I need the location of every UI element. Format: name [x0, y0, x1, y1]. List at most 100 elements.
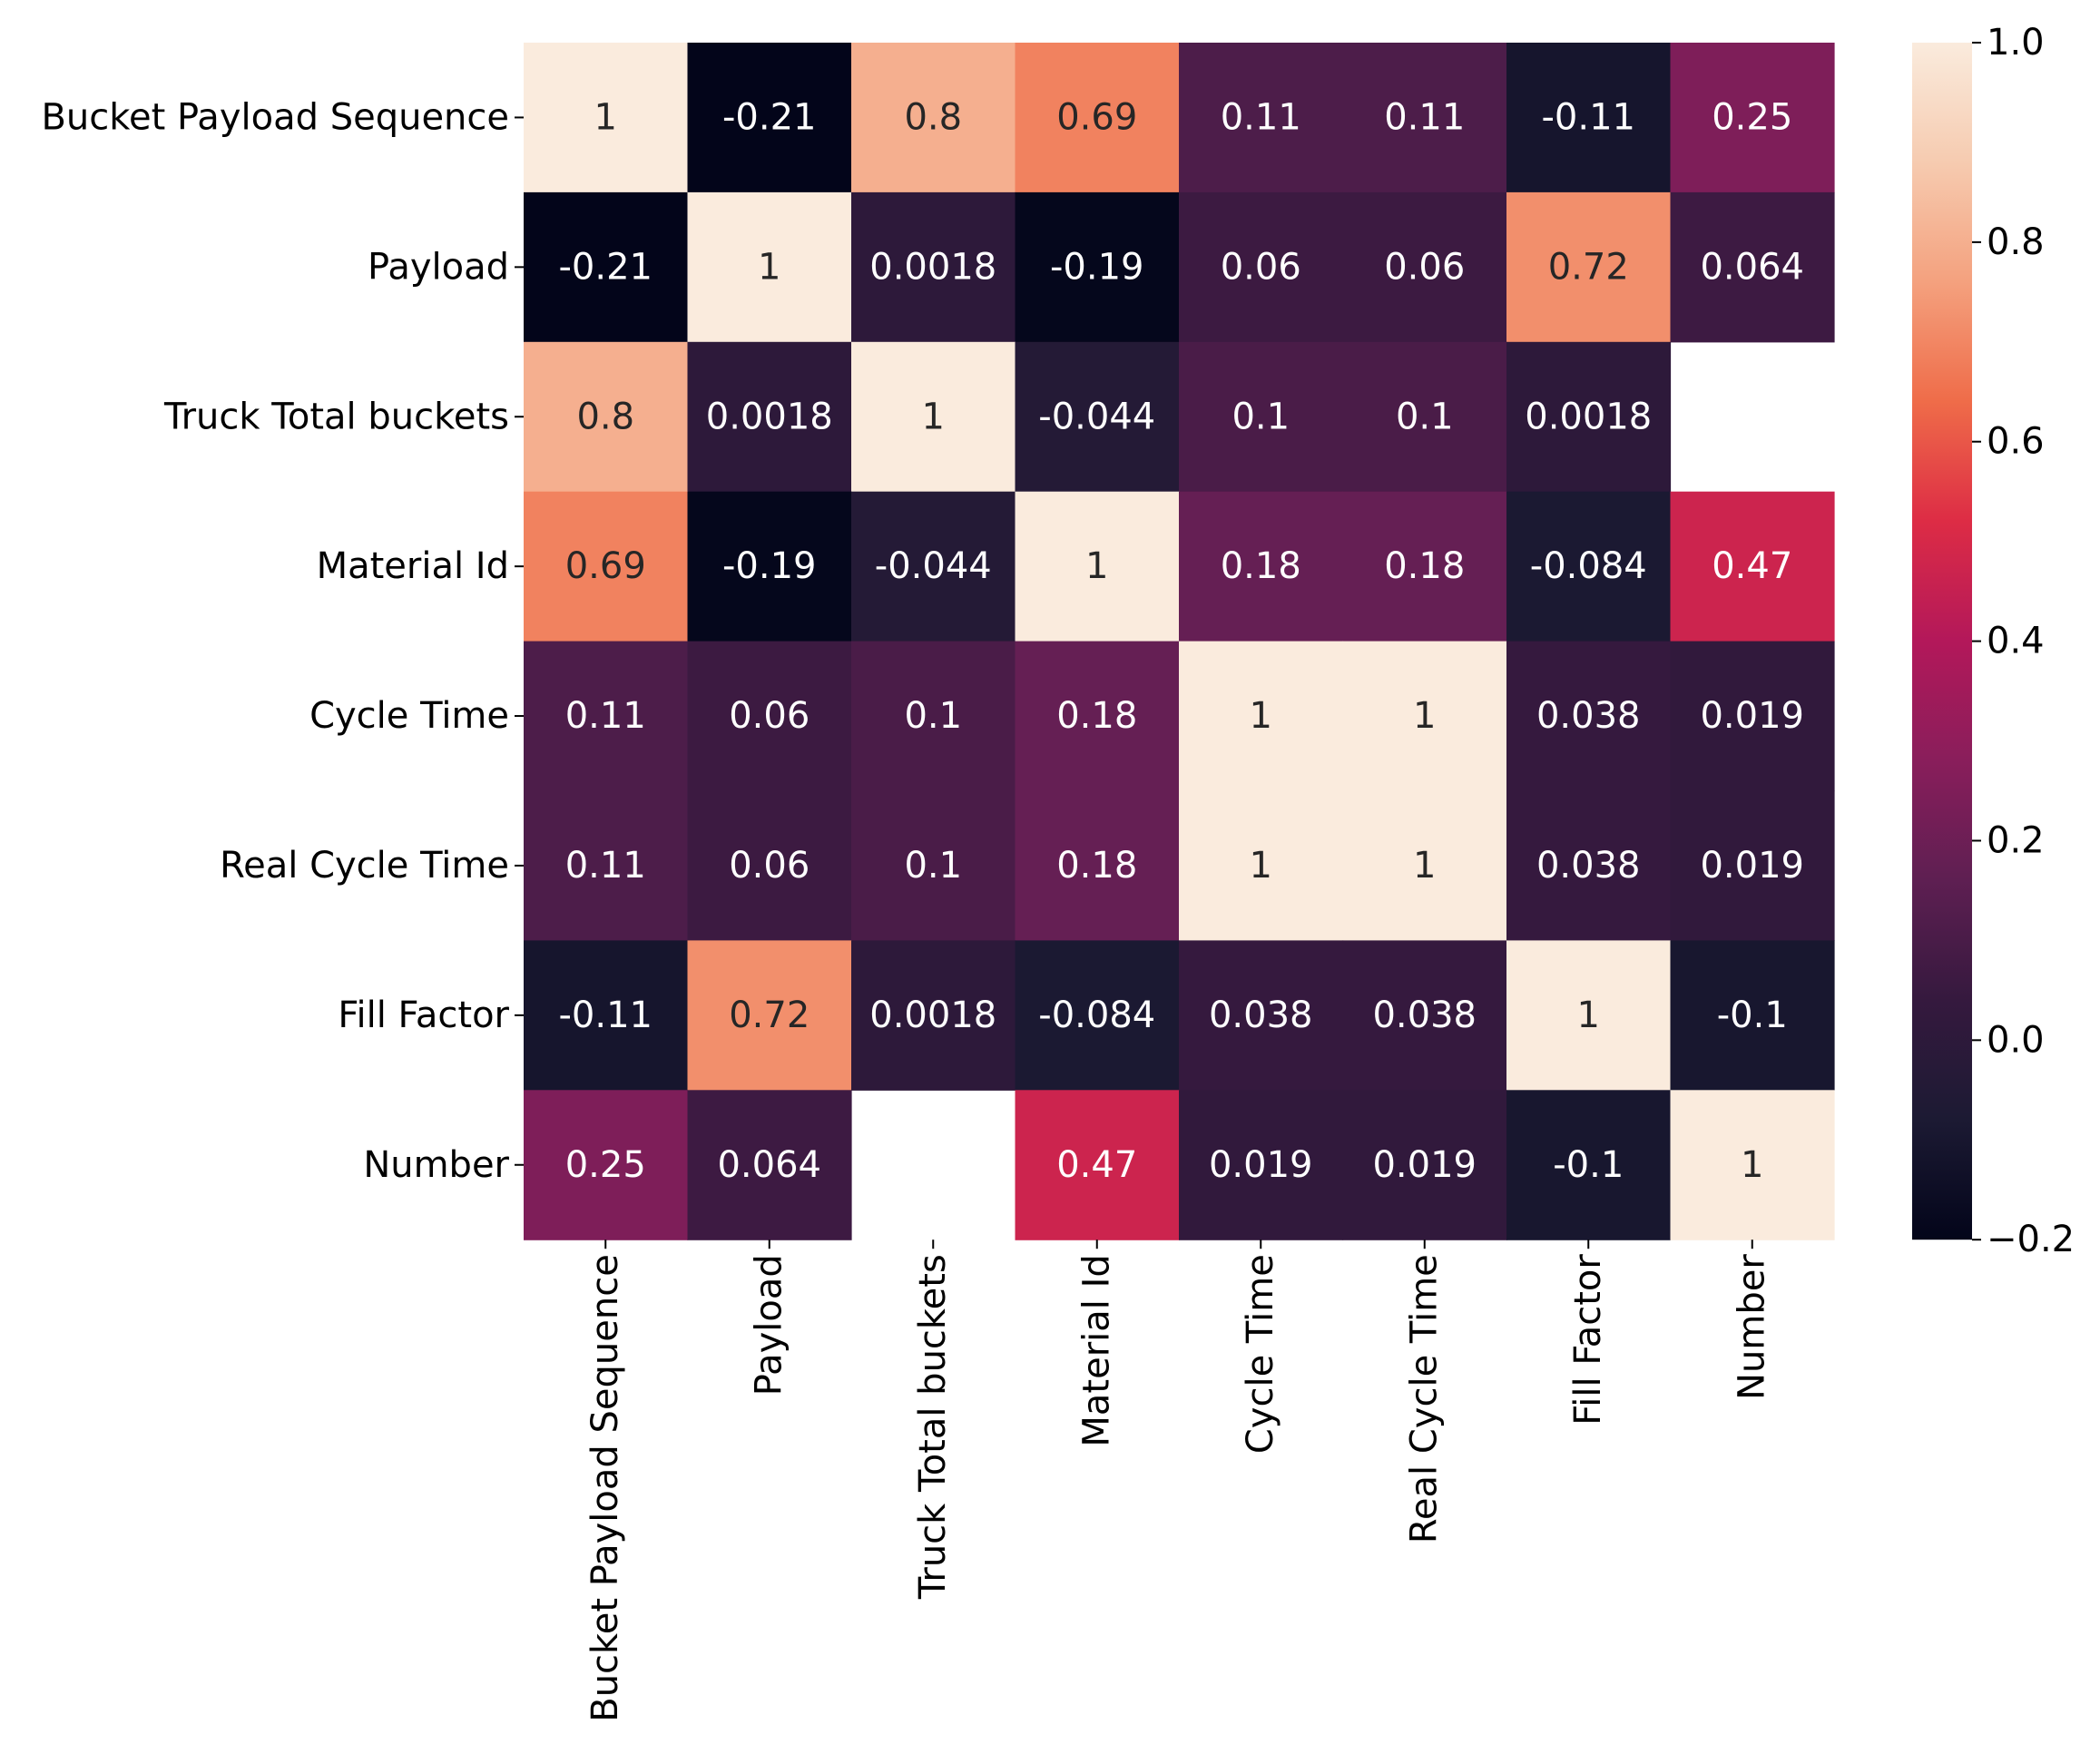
heatmap-cell-r7-c7: [1670, 1090, 1835, 1240]
cell-annotation-r3-c6: -0.084: [1530, 545, 1647, 587]
cell-annotation-r4-c5: 1: [1413, 695, 1436, 737]
heatmap-cell-r7-c3: [1015, 1090, 1180, 1240]
heatmap-cell-r2-c4: [1179, 341, 1344, 493]
cell-annotation-r0-c3: 0.69: [1056, 96, 1137, 138]
cell-annotation-r2-c4: 0.1: [1232, 396, 1290, 437]
heatmap-cell-r6-c7: [1670, 940, 1835, 1091]
x-tick-label-payload: Payload: [749, 1254, 790, 1396]
heatmap-cell-r5-c7: [1670, 790, 1835, 941]
colorbar-tick-label-4: 0.2: [1987, 819, 2045, 861]
cell-annotation-r2-c0: 0.8: [576, 396, 634, 437]
cell-annotation-r2-c5: 0.1: [1396, 396, 1454, 437]
colorbar-gradient: [1912, 43, 1972, 1240]
heatmap-cell-r5-c3: [1015, 790, 1180, 941]
cell-annotation-r0-c7: 0.25: [1712, 96, 1792, 138]
cell-annotation-r0-c6: -0.11: [1542, 96, 1636, 138]
cell-annotation-r7-c6: -0.1: [1553, 1144, 1624, 1186]
heatmap-cell-r3-c0: [524, 491, 689, 642]
cell-annotation-r0-c0: 1: [594, 96, 617, 138]
heatmap-cell-r3-c3: [1015, 491, 1180, 642]
cell-annotation-r1-c1: 1: [758, 246, 780, 288]
cell-annotation-r6-c1: 0.72: [729, 995, 810, 1036]
heatmap-cell-r2-c0: [524, 341, 689, 493]
cell-annotation-r5-c3: 0.18: [1056, 845, 1137, 887]
cell-annotation-r2-c1: 0.0018: [706, 396, 833, 437]
heatmap-cell-r7-c4: [1179, 1090, 1344, 1240]
cell-annotation-r5-c2: 0.1: [904, 845, 962, 887]
heatmap-cell-r4-c5: [1342, 641, 1507, 792]
cell-annotation-r7-c1: 0.064: [717, 1144, 821, 1186]
x-tick-label-real-cycle-time: Real Cycle Time: [1404, 1254, 1446, 1543]
heatmap-cell-r1-c6: [1506, 191, 1672, 343]
colorbar-tick-label-6: −0.2: [1987, 1219, 2075, 1260]
cell-annotation-r4-c3: 0.18: [1056, 695, 1137, 737]
heatmap-cell-r7-c6: [1506, 1090, 1672, 1240]
cell-annotation-r6-c4: 0.038: [1209, 995, 1313, 1036]
y-tick-label-payload: Payload: [368, 246, 509, 288]
heatmap-cell-r0-c2: [851, 43, 1016, 193]
heatmap-cell-r0-c1: [687, 43, 852, 193]
heatmap-cell-r4-c0: [524, 641, 689, 792]
heatmap-cell-r4-c3: [1015, 641, 1180, 792]
heatmap-cell-r7-c1: [687, 1090, 852, 1240]
heatmap-cell-r6-c3: [1015, 940, 1180, 1091]
cell-annotation-r3-c5: 0.18: [1384, 545, 1465, 587]
x-tick-label-number: Number: [1732, 1254, 1773, 1400]
colorbar-ticks: 1.0 0.8 0.6 0.4 0.2 0.0 −0.2: [1972, 22, 2075, 1260]
cell-annotation-r1-c4: 0.06: [1221, 246, 1301, 288]
cell-annotation-r3-c4: 0.18: [1221, 545, 1301, 587]
cell-annotation-r7-c0: 0.25: [565, 1144, 646, 1186]
heatmap-cell-r1-c3: [1015, 191, 1180, 343]
cell-annotation-r0-c4: 0.11: [1221, 96, 1301, 138]
y-tick-label-truck-total-buckets: Truck Total buckets: [163, 396, 509, 437]
x-tick-label-fill-factor: Fill Factor: [1567, 1254, 1609, 1426]
cell-annotation-r7-c3: 0.47: [1056, 1144, 1137, 1186]
heatmap-cell-r6-c5: [1342, 940, 1507, 1091]
cell-annotation-r1-c2: 0.0018: [869, 246, 996, 288]
cell-annotation-r1-c6: 0.72: [1548, 246, 1629, 288]
cell-annotation-r0-c1: -0.21: [722, 96, 817, 138]
cell-annotation-r1-c3: -0.19: [1050, 246, 1144, 288]
cell-annotation-r4-c1: 0.06: [729, 695, 810, 737]
cell-annotation-r2-c3: -0.044: [1038, 396, 1155, 437]
cell-annotation-r4-c2: 0.1: [904, 695, 962, 737]
cell-annotation-r7-c5: 0.019: [1372, 1144, 1477, 1186]
heatmap-cell-r5-c5: [1342, 790, 1507, 941]
cell-annotation-r1-c5: 0.06: [1384, 246, 1465, 288]
heatmap-annotations: 1 -0.21 0.8 0.69 0.11 0.11 -0.11 0.25-0.21 1 0.00…: [559, 96, 1805, 1185]
y-axis: Bucket Payload Sequence Payload Truck Tota…: [41, 96, 524, 1186]
heatmap-cell-r1-c5: [1342, 191, 1507, 343]
heatmap-cell-r6-c0: [524, 940, 689, 1091]
y-tick-label-number: Number: [363, 1144, 509, 1186]
heatmap-cell-r0-c3: [1015, 43, 1180, 193]
heatmap-cells: [524, 43, 1835, 1240]
y-tick-label-material-id: Material Id: [317, 545, 509, 587]
colorbar-tick-label-5: 0.0: [1987, 1019, 2045, 1061]
heatmap-cell-r7-c0: [524, 1090, 689, 1240]
cell-annotation-r6-c3: -0.084: [1038, 995, 1155, 1036]
colorbar-tick-label-2: 0.6: [1987, 421, 2045, 463]
heatmap-cell-r2-c3: [1015, 341, 1180, 493]
x-axis: Bucket Payload Sequence Payload Truck Tota…: [584, 1240, 1773, 1722]
colorbar-tick-label-3: 0.4: [1987, 621, 2045, 662]
y-tick-label-real-cycle-time: Real Cycle Time: [220, 845, 509, 887]
heatmap-cell-r6-c2: [851, 940, 1016, 1091]
cell-annotation-r5-c0: 0.11: [565, 845, 646, 887]
heatmap-cell-r3-c4: [1179, 491, 1344, 642]
cell-annotation-r6-c6: 1: [1577, 995, 1600, 1036]
heatmap-cell-r0-c5: [1342, 43, 1507, 193]
cell-annotation-r5-c1: 0.06: [729, 845, 810, 887]
cell-annotation-r3-c2: -0.044: [875, 545, 992, 587]
heatmap-cell-r4-c7: [1670, 641, 1835, 792]
x-tick-label-truck-total-buckets: Truck Total buckets: [912, 1254, 954, 1600]
cell-annotation-r6-c5: 0.038: [1372, 995, 1477, 1036]
heatmap-cell-r1-c1: [687, 191, 852, 343]
heatmap-cell-r4-c2: [851, 641, 1016, 792]
cell-annotation-r2-c2: 1: [922, 396, 945, 437]
y-tick-label-cycle-time: Cycle Time: [309, 695, 509, 737]
x-tick-label-material-id: Material Id: [1076, 1254, 1118, 1446]
heatmap-cell-r5-c2: [851, 790, 1016, 941]
heatmap-cell-r2-c1: [687, 341, 852, 493]
heatmap-cell-r1-c4: [1179, 191, 1344, 343]
